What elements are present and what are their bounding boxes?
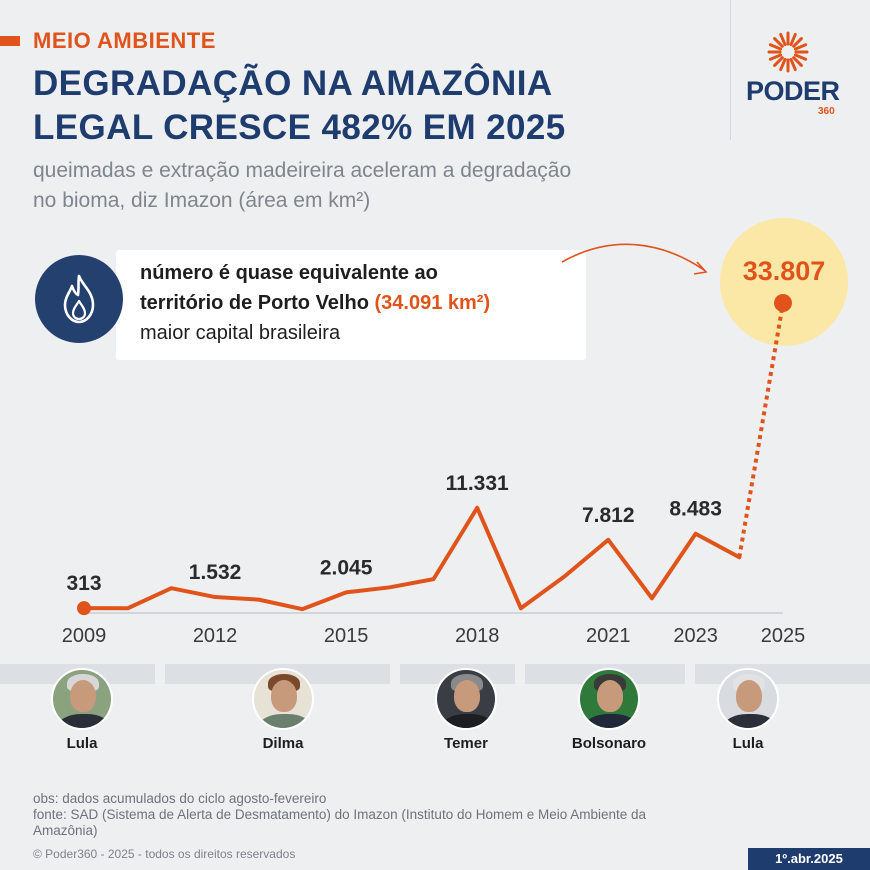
arrow-head-icon — [693, 261, 708, 275]
page-subtitle: queimadas e extração madeireira aceleram… — [33, 156, 723, 216]
end-point-marker — [774, 294, 792, 312]
projected-series-line — [737, 302, 785, 558]
page-title: DEGRADAÇÃO NA AMAZÔNIA LEGAL CRESCE 482%… — [33, 62, 723, 150]
title-line-2: LEGAL CRESCE 482% EM 2025 — [33, 108, 566, 147]
logo-wordmark: PODER — [746, 76, 840, 106]
data-label: 7.812 — [582, 504, 635, 527]
callout-line-2-text: território de Porto Velho — [140, 292, 375, 314]
data-label: 1.532 — [189, 561, 242, 584]
x-tick-label: 2009 — [62, 625, 107, 647]
president-name: Lula — [66, 735, 98, 752]
president-photo-dilma — [252, 668, 314, 730]
x-tick-label: 2015 — [324, 625, 369, 647]
x-tick-label: 2021 — [586, 625, 631, 647]
president-photo-bolsonaro — [578, 668, 640, 730]
date-badge: 1º.abr.2025 — [748, 848, 870, 870]
callout-connector-arrow — [561, 243, 705, 271]
footnote-obs: obs: dados acumulados do ciclo agosto-fe… — [33, 791, 327, 806]
series-line — [82, 505, 742, 612]
flame-icon — [63, 274, 95, 324]
president-photo-lula-2 — [717, 668, 779, 730]
footnote-source: fonte: SAD (Sistema de Alerta de Desmata… — [33, 807, 813, 839]
x-tick-label: 2025 — [761, 625, 806, 647]
title-line-1: DEGRADAÇÃO NA AMAZÔNIA — [33, 64, 553, 103]
section-label: MEIO AMBIENTE — [33, 28, 216, 53]
x-tick-label: 2018 — [455, 625, 500, 647]
source-line-1: fonte: SAD (Sistema de Alerta de Desmata… — [33, 807, 647, 822]
callout-highlight: (34.091 km²) — [374, 292, 491, 314]
logo-divider — [730, 0, 731, 140]
data-label: 2.045 — [320, 556, 373, 579]
callout-box — [116, 250, 586, 360]
source-line-2: Amazônia) — [33, 823, 98, 838]
x-tick-label: 2023 — [673, 625, 718, 647]
start-point-marker — [77, 601, 91, 616]
data-label: 11.331 — [446, 472, 509, 495]
data-label: 8.483 — [669, 498, 722, 521]
x-tick-label: 2012 — [193, 625, 238, 647]
president-name: Lula — [732, 735, 764, 752]
copyright: © Poder360 - 2025 - todos os direitos re… — [33, 847, 296, 861]
president-name: Bolsonaro — [571, 735, 647, 752]
subtitle-line-2: no bioma, diz Imazon (área em km²) — [33, 189, 371, 212]
president-photo-temer — [435, 668, 497, 730]
logo-number: 360 — [818, 106, 835, 117]
president-name: Dilma — [262, 735, 304, 752]
flame-badge — [35, 255, 123, 343]
poder360-logo: PODER 360 — [746, 30, 846, 122]
sunburst-icon — [767, 31, 809, 73]
section-marker — [0, 36, 20, 46]
highlight-value: 33.807 — [742, 256, 826, 286]
callout-line-3: maior capital brasileira — [140, 322, 341, 344]
president-photo-lula — [51, 668, 113, 730]
callout-line-2: território de Porto Velho (34.091 km²) — [140, 292, 490, 315]
value-highlight-circle — [720, 218, 848, 346]
data-label: 313 — [66, 572, 101, 595]
subtitle-line-1: queimadas e extração madeireira aceleram… — [33, 159, 572, 182]
president-name: Temer — [444, 735, 488, 752]
callout-line-1: número é quase equivalente ao — [140, 262, 438, 284]
